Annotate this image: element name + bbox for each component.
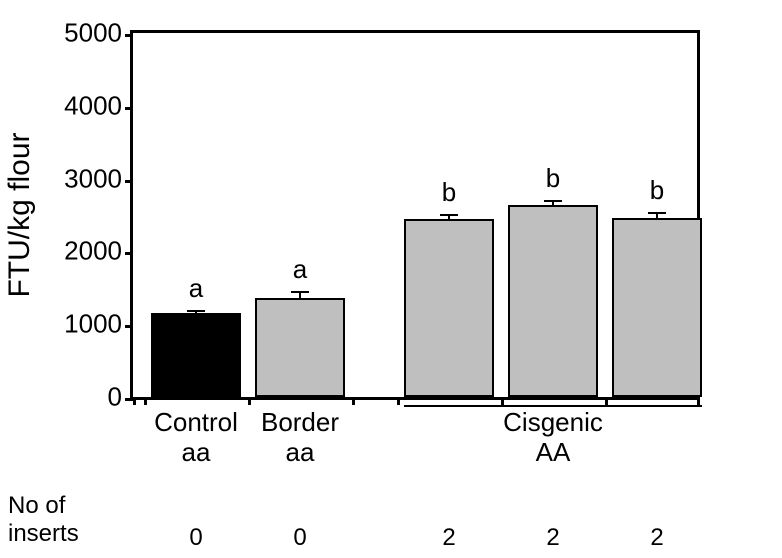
category-label: Border aa <box>261 408 339 468</box>
y-tick-label: 5000 <box>64 18 122 49</box>
bar <box>255 298 345 397</box>
x-tick-mark <box>144 397 147 405</box>
error-cap <box>648 212 666 214</box>
bar <box>404 219 494 397</box>
x-tick-mark <box>352 397 355 405</box>
inserts-value: 2 <box>546 524 559 552</box>
significance-label: b <box>546 163 560 194</box>
y-tick-label: 3000 <box>64 163 122 194</box>
y-axis-label: FTU/kg flour <box>3 132 37 297</box>
y-tick-label: 4000 <box>64 90 122 121</box>
x-tick-mark <box>397 397 400 405</box>
significance-label: a <box>189 273 203 304</box>
significance-label: a <box>293 254 307 285</box>
group-label: Cisgenic AA <box>503 408 603 468</box>
inserts-value: 0 <box>189 524 202 552</box>
bar <box>612 218 702 397</box>
y-tick-mark <box>125 325 133 328</box>
inserts-header: No of inserts <box>8 492 79 547</box>
category-label: Control aa <box>154 408 238 468</box>
bars-layer: a a b b b <box>133 33 697 397</box>
significance-label: b <box>650 175 664 206</box>
inserts-value: 0 <box>293 524 306 552</box>
x-tick-mark <box>605 397 608 405</box>
plot-area: a a b b b <box>130 30 700 400</box>
y-tick-mark <box>125 34 133 37</box>
bar <box>508 205 598 397</box>
y-tick-label: 1000 <box>64 309 122 340</box>
x-tick-mark <box>248 397 251 405</box>
error-cap <box>291 291 309 293</box>
y-tick-label: 2000 <box>64 236 122 267</box>
y-tick-mark <box>125 107 133 110</box>
y-tick-mark <box>125 252 133 255</box>
bar <box>151 313 241 397</box>
figure: FTU/kg flour aabbb No of inserts 0100020… <box>0 0 782 558</box>
error-cap <box>187 310 205 312</box>
significance-label: b <box>442 177 456 208</box>
y-tick-mark <box>125 398 133 401</box>
x-tick-mark <box>697 397 700 405</box>
inserts-value: 2 <box>650 524 663 552</box>
y-tick-mark <box>125 180 133 183</box>
error-cap <box>544 200 562 202</box>
x-tick-mark <box>501 397 504 405</box>
inserts-value: 2 <box>442 524 455 552</box>
y-tick-label: 0 <box>108 382 122 413</box>
x-tick-mark <box>133 397 136 405</box>
error-cap <box>440 214 458 216</box>
